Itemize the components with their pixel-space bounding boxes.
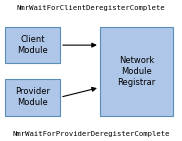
- Text: NmrWaitForClientDeregisterComplete: NmrWaitForClientDeregisterComplete: [17, 5, 165, 11]
- Text: Network
Module
Registrar: Network Module Registrar: [117, 56, 156, 87]
- FancyBboxPatch shape: [5, 79, 60, 116]
- Text: NmrWaitForProviderDeregisterComplete: NmrWaitForProviderDeregisterComplete: [12, 131, 170, 137]
- Text: Client
Module: Client Module: [17, 35, 48, 55]
- Text: Provider
Module: Provider Module: [15, 87, 50, 107]
- FancyBboxPatch shape: [100, 27, 173, 116]
- FancyBboxPatch shape: [5, 27, 60, 63]
